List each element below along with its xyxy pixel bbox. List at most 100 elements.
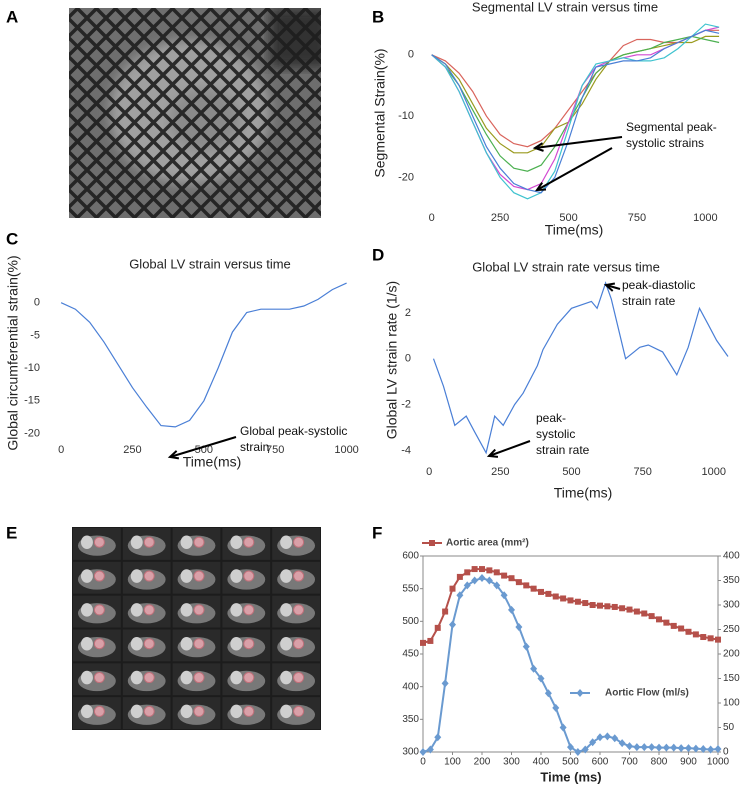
y2-tick-label: 250 xyxy=(723,624,740,635)
aorta-roi xyxy=(93,705,105,717)
marker xyxy=(611,734,619,743)
tag-line xyxy=(69,8,118,58)
tag-line xyxy=(324,8,534,218)
panel-letter: A xyxy=(6,7,18,26)
panel-letter: C xyxy=(6,229,18,248)
marker xyxy=(597,602,603,609)
arrow-shaft xyxy=(536,147,613,191)
aorta-roi xyxy=(193,570,205,582)
annotation: peak-diastolic xyxy=(622,278,695,292)
x-axis-label: Time(ms) xyxy=(554,485,613,501)
marker xyxy=(493,581,501,590)
marker xyxy=(463,581,471,590)
marker xyxy=(471,566,478,573)
annotation: peak- xyxy=(536,411,566,425)
y-tick-label: 350 xyxy=(402,714,419,725)
marker xyxy=(641,610,648,617)
marker xyxy=(449,620,456,629)
marker xyxy=(493,569,500,576)
x-axis-label: Time(ms) xyxy=(545,222,604,238)
y-tick-label: 550 xyxy=(402,583,419,594)
x-tick-label: 750 xyxy=(633,466,651,478)
marker xyxy=(545,590,552,597)
tag-line xyxy=(0,8,59,218)
marker xyxy=(640,743,648,752)
marker xyxy=(530,664,538,673)
aorta-roi xyxy=(143,705,155,717)
panel-letter: D xyxy=(372,245,384,264)
legend-marker xyxy=(576,689,584,697)
arrow-head xyxy=(534,182,547,192)
tag-line xyxy=(400,8,610,218)
marker xyxy=(456,591,464,600)
aorta-roi xyxy=(243,604,255,616)
aorta-roi xyxy=(293,536,305,548)
marker xyxy=(552,703,560,712)
aorta-roi xyxy=(193,604,205,616)
x-tick-label: 1000 xyxy=(707,757,730,768)
tissue xyxy=(80,636,93,651)
marker xyxy=(471,576,479,585)
aorta-roi xyxy=(143,638,155,650)
tag-line xyxy=(227,123,321,218)
marker xyxy=(670,743,678,752)
marker xyxy=(486,567,493,574)
x-tick-label: 750 xyxy=(266,444,284,456)
marker xyxy=(596,733,604,742)
y-tick-label: 400 xyxy=(402,681,419,692)
marker xyxy=(501,572,508,579)
marker xyxy=(619,605,626,612)
marker xyxy=(574,748,582,756)
aorta-roi xyxy=(93,604,105,616)
aorta-roi xyxy=(143,604,155,616)
mri-tagged-image xyxy=(0,8,629,218)
tag-line xyxy=(69,8,251,191)
aorta-roi xyxy=(143,672,155,684)
arrow-head xyxy=(532,142,544,152)
tissue xyxy=(280,535,293,549)
annotation: systolic xyxy=(536,427,575,441)
aorta-roi xyxy=(93,570,105,582)
aorta-roi xyxy=(293,705,305,717)
chart-title: Segmental LV strain versus time xyxy=(472,0,658,14)
y-tick-label: -2 xyxy=(401,399,411,411)
tag-line xyxy=(69,8,232,172)
chart-title: Global LV strain rate versus time xyxy=(472,259,660,274)
annotation: strain rate xyxy=(622,294,676,308)
aorta-roi xyxy=(293,570,305,582)
tag-line xyxy=(69,8,80,20)
tissue xyxy=(180,636,193,651)
tissue xyxy=(180,704,193,719)
tag-line xyxy=(113,9,321,218)
y-tick-label: 0 xyxy=(408,49,414,61)
y-tick-label: 2 xyxy=(405,307,411,319)
tissue xyxy=(280,603,293,617)
tissue xyxy=(130,670,143,685)
tissue xyxy=(180,670,193,685)
arrow-shaft xyxy=(488,440,531,457)
marker xyxy=(419,748,427,756)
aorta-roi xyxy=(293,638,305,650)
y-tick-label: 600 xyxy=(402,551,419,562)
x-tick-label: 0 xyxy=(426,466,432,478)
y2-tick-label: 350 xyxy=(723,575,740,586)
tag-line xyxy=(265,8,321,65)
tag-line xyxy=(75,8,289,218)
legend-label: Aortic area (mm²) xyxy=(446,538,529,549)
marker xyxy=(449,585,456,592)
marker xyxy=(544,689,552,698)
marker xyxy=(618,739,626,748)
series-line xyxy=(422,576,719,754)
marker xyxy=(677,744,685,753)
marker xyxy=(426,745,434,754)
tag-line xyxy=(69,8,175,115)
marker xyxy=(707,745,715,754)
marker xyxy=(442,608,449,615)
aorta-roi xyxy=(143,536,155,548)
tag-line xyxy=(419,8,629,218)
x-tick-label: 500 xyxy=(195,444,213,456)
marker xyxy=(552,593,559,600)
tissue xyxy=(230,636,243,651)
panel-letter: E xyxy=(6,523,17,542)
